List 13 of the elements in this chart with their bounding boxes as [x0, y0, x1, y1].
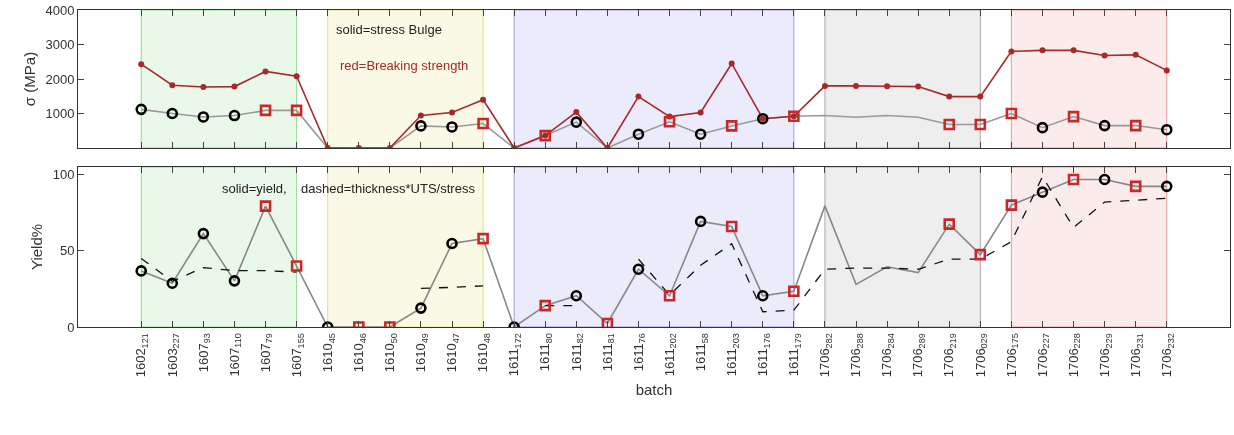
- annotation: solid=yield, dashed=thickness*UTS/stress: [222, 181, 476, 196]
- y-axis-title: σ (MPa): [20, 51, 38, 107]
- y-tick-label: 2000: [45, 71, 75, 87]
- y-tick-label: 100: [52, 167, 75, 183]
- annotation: red=Breaking strength: [340, 58, 469, 73]
- y-tick-label: 3000: [45, 37, 75, 53]
- x-axis-title: batch: [635, 381, 673, 399]
- y-tick-label: 0: [67, 319, 75, 335]
- y-axis-title: Yield%: [27, 223, 45, 271]
- y-tick-label: 50: [59, 243, 75, 259]
- y-tick-label: 1000: [45, 106, 75, 122]
- annotation: solid=stress Bulge: [336, 22, 442, 37]
- y-tick-label: 4000: [45, 2, 75, 18]
